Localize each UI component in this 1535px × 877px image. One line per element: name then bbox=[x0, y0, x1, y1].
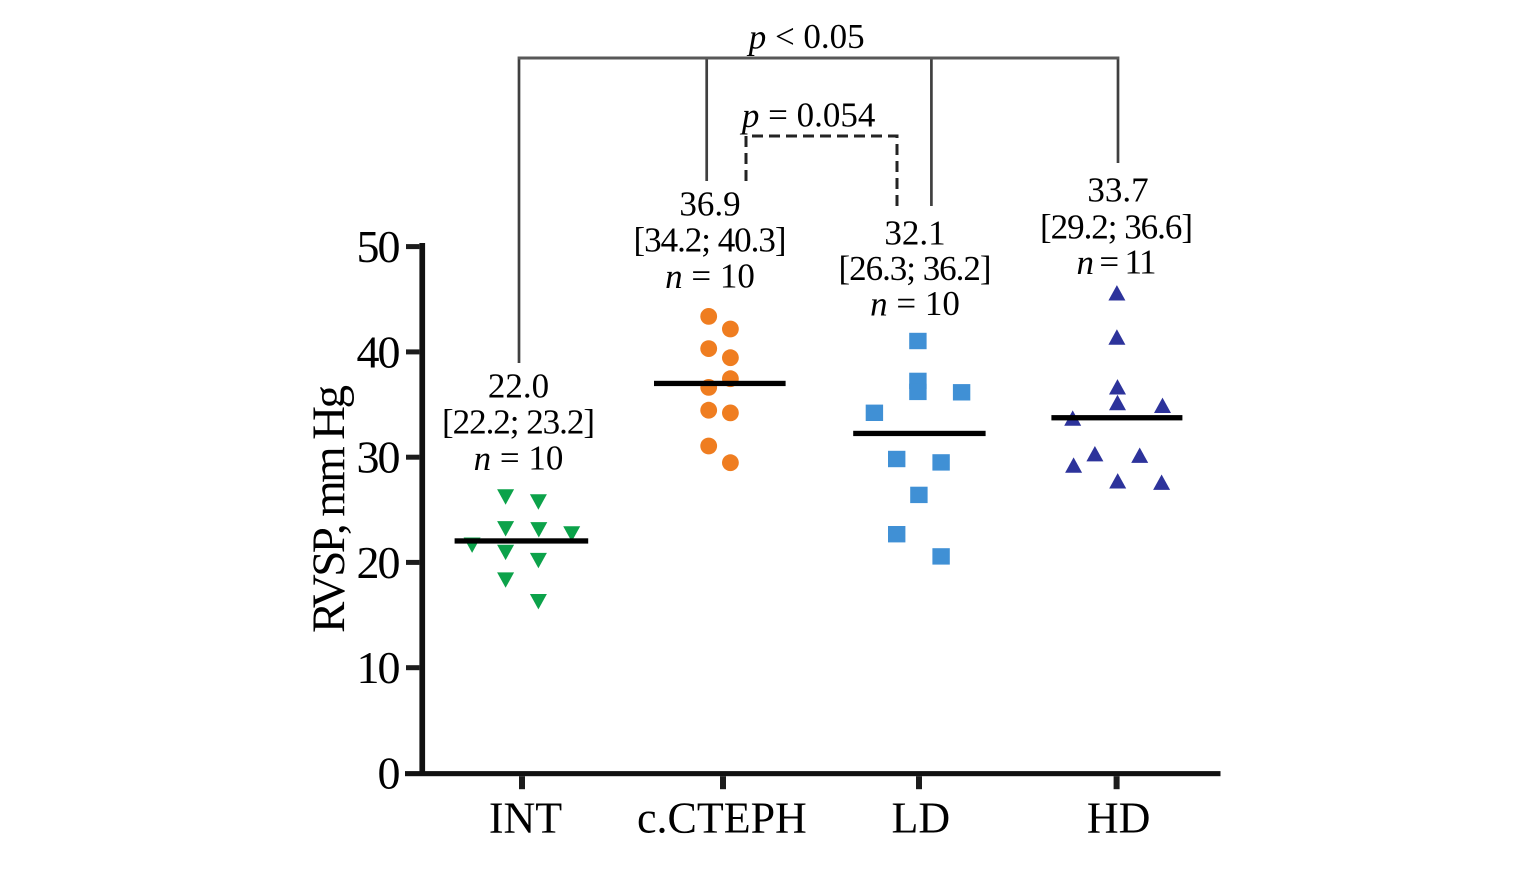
svg-text:0: 0 bbox=[378, 747, 401, 798]
svg-text:p < 0.05: p < 0.05 bbox=[746, 17, 865, 56]
svg-text:p = 0.054: p = 0.054 bbox=[739, 96, 876, 135]
svg-text:[34.2; 40.3]: [34.2; 40.3] bbox=[634, 221, 787, 260]
svg-text:36.9: 36.9 bbox=[679, 185, 740, 224]
svg-text:33.7: 33.7 bbox=[1087, 171, 1148, 210]
svg-text:[26.3; 36.2]: [26.3; 36.2] bbox=[839, 249, 992, 288]
svg-text:HD: HD bbox=[1087, 794, 1151, 843]
svg-text:n = 10: n = 10 bbox=[870, 284, 960, 323]
svg-text:c.CTEPH: c.CTEPH bbox=[637, 794, 807, 843]
svg-text:32.1: 32.1 bbox=[884, 214, 945, 253]
svg-text:n = 11: n = 11 bbox=[1077, 243, 1157, 282]
svg-text:[22.2; 23.2]: [22.2; 23.2] bbox=[442, 403, 595, 442]
svg-text:[29.2; 36.6]: [29.2; 36.6] bbox=[1040, 208, 1193, 247]
svg-text:40: 40 bbox=[357, 326, 401, 377]
svg-text:LD: LD bbox=[891, 794, 950, 843]
svg-text:50: 50 bbox=[357, 221, 401, 272]
svg-text:n = 10: n = 10 bbox=[665, 257, 755, 296]
svg-text:22.0: 22.0 bbox=[488, 367, 549, 406]
svg-text:INT: INT bbox=[489, 794, 562, 843]
svg-text:10: 10 bbox=[357, 642, 401, 693]
svg-text:30: 30 bbox=[357, 432, 401, 483]
svg-text:20: 20 bbox=[357, 537, 401, 588]
svg-text:RVSP, mm Hg: RVSP, mm Hg bbox=[303, 385, 355, 633]
svg-text:n = 10: n = 10 bbox=[474, 439, 564, 478]
